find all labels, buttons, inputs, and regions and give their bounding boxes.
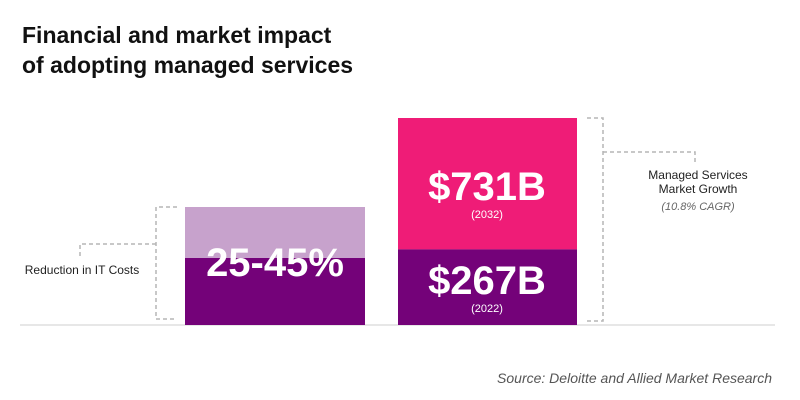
connector-it-costs [79, 243, 156, 256]
source-note: Source: Deloitte and Allied Market Resea… [497, 370, 772, 386]
bar-market-2022-segment [398, 249, 577, 325]
chart-title-line-2: of adopting managed services [22, 52, 354, 78]
year-label-2022: (2022) [471, 303, 503, 315]
bar-market-2032-segment [398, 118, 577, 250]
bracket-it-costs [155, 206, 177, 320]
side-label-market-cagr: (10.8% CAGR) [661, 201, 735, 213]
chart-title-line-1: Financial and market impact [22, 22, 332, 48]
bracket-market [587, 117, 604, 322]
connector-market [603, 151, 696, 164]
side-label-it-costs: Reduction in IT Costs [25, 263, 140, 277]
data-label-it-costs: 25-45% [206, 241, 344, 285]
bar-it-costs-lower [185, 258, 365, 325]
side-label-market-line-1: Managed Services [648, 168, 747, 182]
year-label-2032: (2032) [471, 209, 503, 221]
data-label-2032: $731B [428, 165, 546, 209]
data-label-2022: $267B [428, 259, 546, 303]
bar-it-costs-upper [185, 207, 365, 258]
side-label-market-line-2: Market Growth [659, 182, 738, 196]
chart-title: Financial and market impact of adopting … [22, 20, 462, 80]
